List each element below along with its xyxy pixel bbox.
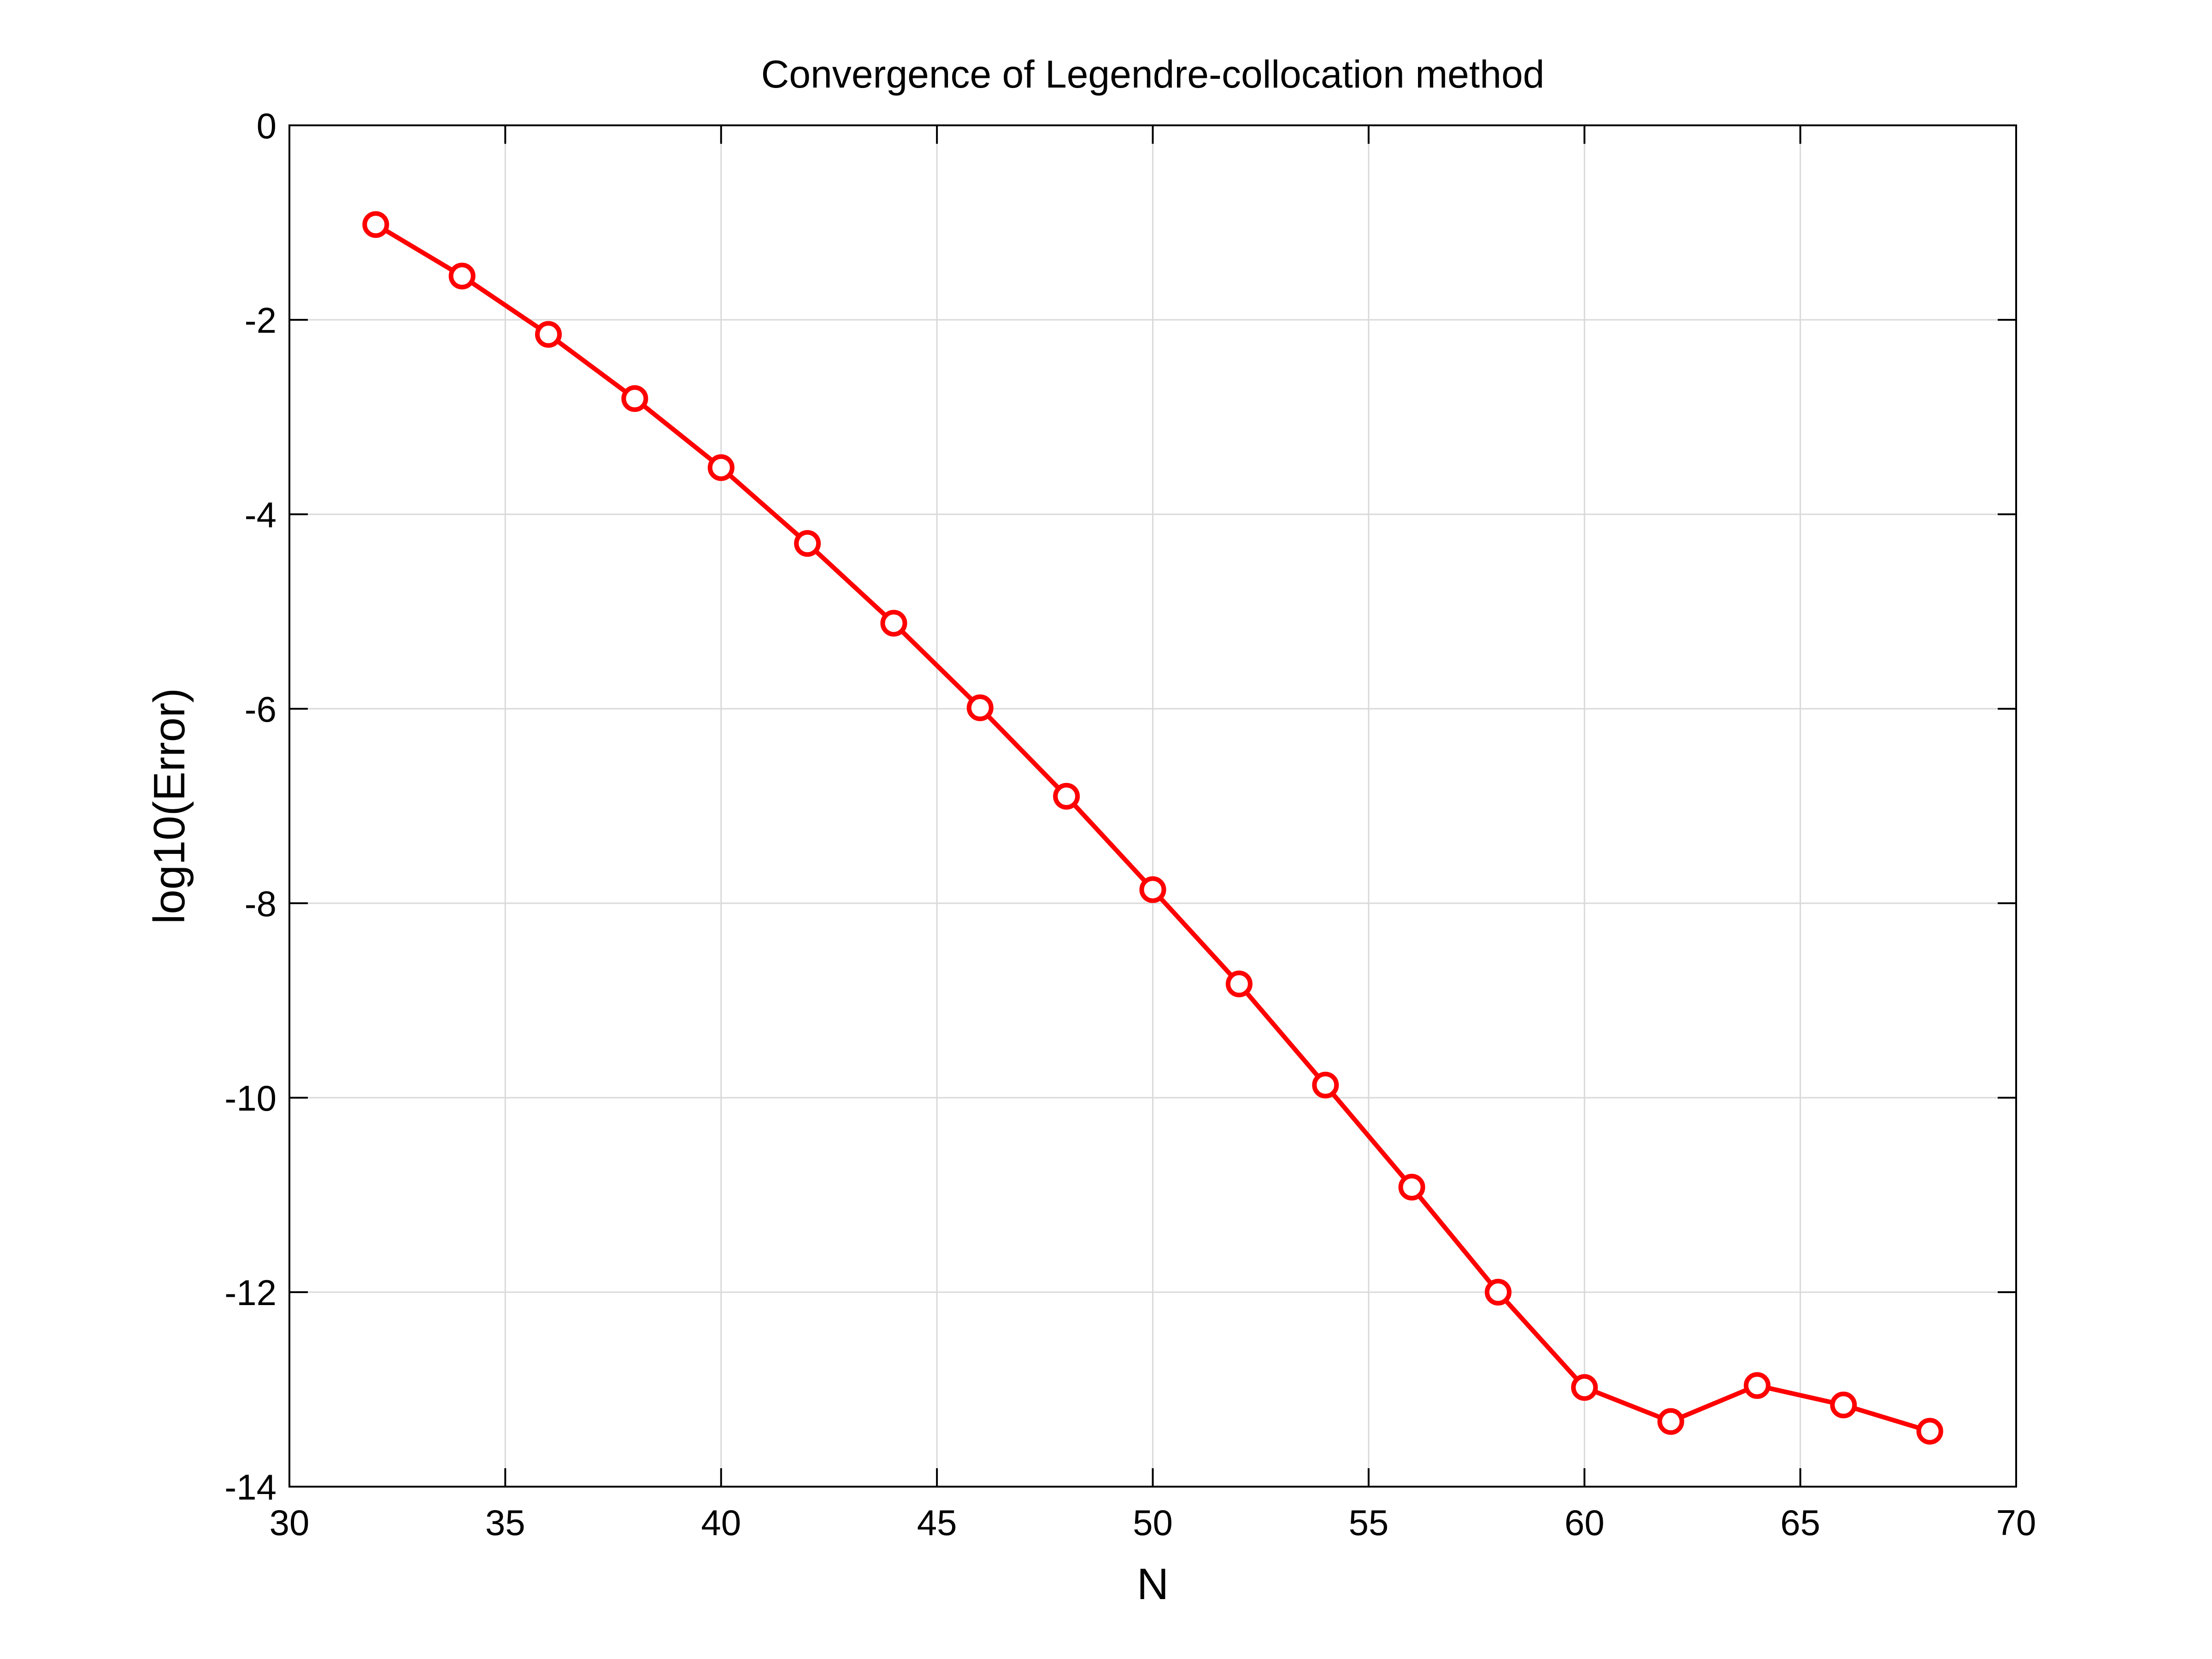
data-point: [1225, 971, 1253, 998]
x-tick-label: 70: [1996, 1502, 2036, 1543]
x-tick-label: 65: [1780, 1502, 1820, 1543]
data-point: [1830, 1391, 1857, 1418]
data-point: [707, 454, 735, 481]
y-axis-title: log10(Error): [145, 688, 194, 924]
y-tick-label: -14: [224, 1467, 276, 1507]
x-tick-label: 60: [1565, 1502, 1605, 1543]
data-point: [1743, 1372, 1771, 1399]
data-point: [880, 610, 907, 637]
y-tick-label: -6: [245, 689, 276, 729]
grid: [289, 125, 2016, 1487]
data-point: [1484, 1279, 1512, 1306]
data-point: [448, 263, 476, 290]
x-tick-label: 50: [1133, 1502, 1173, 1543]
series: [362, 211, 1943, 1445]
data-point: [1053, 782, 1080, 810]
y-tick-label: -10: [224, 1078, 276, 1118]
data-point: [621, 385, 648, 412]
data-point: [966, 694, 994, 721]
data-point: [1571, 1374, 1598, 1401]
data-point: [1312, 1071, 1339, 1099]
x-tick-label: 30: [270, 1502, 310, 1543]
chart-title: Convergence of Legendre-collocation meth…: [761, 53, 1545, 96]
data-point: [1139, 876, 1166, 903]
y-tick-label: 0: [257, 106, 276, 146]
y-tick-label: -8: [245, 883, 276, 924]
y-tick-label: -2: [245, 300, 276, 341]
data-point: [1916, 1418, 1943, 1445]
x-tick-label: 55: [1348, 1502, 1388, 1543]
data-point: [1657, 1408, 1684, 1435]
y-tick-label: -4: [245, 494, 276, 535]
x-axis-title: N: [1137, 1559, 1169, 1609]
y-tick-label: -12: [224, 1272, 276, 1313]
data-point: [1398, 1174, 1425, 1201]
data-point: [535, 321, 562, 348]
axis-ticks: 30 35 40 45 50 55 60 65 70 0 -2 -4 -6 -8 -10 -12 -14: [224, 106, 2036, 1543]
data-point: [794, 530, 821, 557]
x-tick-label: 35: [485, 1502, 525, 1543]
data-point: [362, 211, 389, 238]
x-tick-label: 45: [917, 1502, 957, 1543]
x-tick-label: 40: [701, 1502, 741, 1543]
